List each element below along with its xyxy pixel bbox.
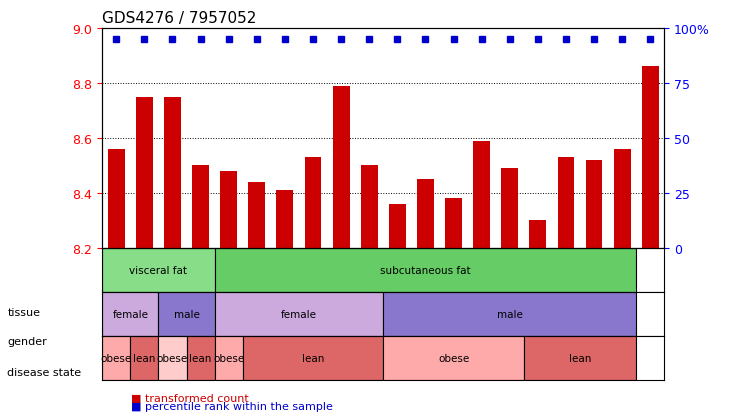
Text: obese: obese xyxy=(101,353,132,363)
Text: visceral fat: visceral fat xyxy=(129,265,188,275)
Bar xyxy=(558,158,575,248)
Text: male: male xyxy=(174,309,199,319)
Bar xyxy=(333,86,350,248)
Text: GDS4276 / 7957052: GDS4276 / 7957052 xyxy=(102,12,256,26)
Text: female: female xyxy=(112,309,148,319)
Text: disease state: disease state xyxy=(7,367,82,377)
Bar xyxy=(585,161,602,248)
Bar xyxy=(445,199,462,248)
Bar xyxy=(304,158,321,248)
FancyBboxPatch shape xyxy=(187,336,215,380)
Text: gender: gender xyxy=(7,336,47,346)
Bar xyxy=(614,150,631,248)
Bar xyxy=(108,150,125,248)
FancyBboxPatch shape xyxy=(215,292,383,336)
FancyBboxPatch shape xyxy=(131,336,158,380)
Bar xyxy=(502,169,518,248)
Text: obese: obese xyxy=(213,353,245,363)
Bar xyxy=(642,67,658,248)
FancyBboxPatch shape xyxy=(158,292,215,336)
Bar xyxy=(389,204,406,248)
FancyBboxPatch shape xyxy=(215,248,637,292)
FancyBboxPatch shape xyxy=(102,336,131,380)
Text: subcutaneous fat: subcutaneous fat xyxy=(380,265,471,275)
FancyBboxPatch shape xyxy=(242,336,383,380)
FancyBboxPatch shape xyxy=(524,336,637,380)
Bar xyxy=(417,180,434,248)
Bar xyxy=(136,97,153,248)
Text: lean: lean xyxy=(569,353,591,363)
FancyBboxPatch shape xyxy=(383,292,637,336)
Text: obese: obese xyxy=(157,353,188,363)
Text: tissue: tissue xyxy=(7,307,40,317)
Bar xyxy=(529,221,546,248)
Text: lean: lean xyxy=(133,353,155,363)
Bar xyxy=(248,183,265,248)
Bar xyxy=(361,166,377,248)
Bar xyxy=(473,141,490,248)
Text: lean: lean xyxy=(301,353,324,363)
Text: lean: lean xyxy=(189,353,212,363)
FancyBboxPatch shape xyxy=(383,336,524,380)
FancyBboxPatch shape xyxy=(158,336,187,380)
FancyBboxPatch shape xyxy=(102,248,215,292)
Bar xyxy=(220,171,237,248)
Bar xyxy=(277,191,293,248)
Text: ■ transformed count: ■ transformed count xyxy=(131,393,249,403)
FancyBboxPatch shape xyxy=(215,336,242,380)
Text: obese: obese xyxy=(438,353,469,363)
Bar xyxy=(164,97,181,248)
FancyBboxPatch shape xyxy=(102,292,158,336)
Bar xyxy=(192,166,209,248)
Text: female: female xyxy=(281,309,317,319)
Text: ■ percentile rank within the sample: ■ percentile rank within the sample xyxy=(131,401,334,411)
Text: male: male xyxy=(497,309,523,319)
